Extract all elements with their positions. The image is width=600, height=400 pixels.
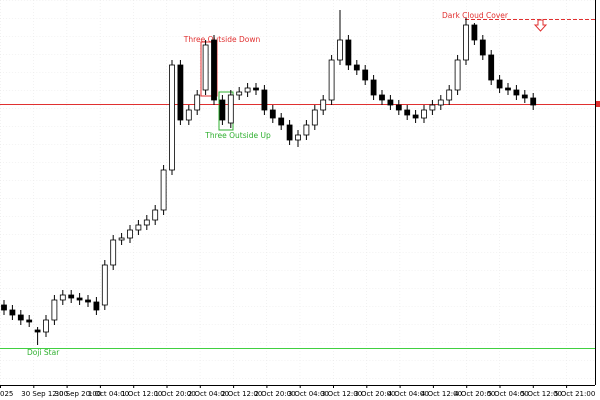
candle-body bbox=[68, 294, 75, 299]
x-tick-label: 5 Oct 04:00 bbox=[488, 390, 529, 398]
x-tick-label: 30 Sep 20:00 bbox=[55, 390, 102, 398]
candle-body bbox=[471, 24, 478, 41]
x-tick-label: 1 Oct 20:00 bbox=[155, 390, 196, 398]
candle-body bbox=[521, 94, 528, 99]
x-tick-label: 2 Oct 04:00 bbox=[188, 390, 229, 398]
candle-body bbox=[244, 87, 251, 93]
candle-body bbox=[387, 99, 394, 106]
candle-body bbox=[26, 319, 33, 323]
candle-body bbox=[437, 99, 444, 106]
arrow-icon bbox=[533, 19, 548, 32]
candle-body bbox=[320, 99, 327, 111]
candle-body bbox=[328, 59, 335, 101]
candle-body bbox=[269, 109, 276, 119]
x-tick-label: 5 Oct 12:00 bbox=[521, 390, 562, 398]
candle-body bbox=[152, 209, 159, 221]
candle-body bbox=[505, 87, 511, 91]
x-tick-label: 3 Oct 04:00 bbox=[288, 390, 329, 398]
candle-body bbox=[211, 39, 217, 101]
candle-body bbox=[59, 294, 66, 301]
x-tick-label: 025 bbox=[0, 390, 13, 398]
price-marker bbox=[596, 101, 600, 107]
candle-body bbox=[135, 224, 142, 231]
candle-body bbox=[143, 219, 150, 226]
candle-body bbox=[110, 239, 117, 266]
annotation: Three Outside Down bbox=[183, 35, 261, 44]
candle-body bbox=[261, 89, 268, 111]
candle-body bbox=[295, 134, 301, 141]
x-tick-label: 4 Oct 20:00 bbox=[454, 390, 495, 398]
candle-body bbox=[286, 124, 293, 141]
annotation: Doji Star bbox=[27, 348, 60, 357]
candle-body bbox=[1, 304, 7, 311]
candle-body bbox=[202, 44, 209, 91]
x-tick-label: 1 Oct 12:00 bbox=[121, 390, 162, 398]
candle-body bbox=[194, 94, 201, 111]
x-tick-label: 1 Oct 04:00 bbox=[88, 390, 129, 398]
candle-body bbox=[185, 109, 192, 121]
candle-body bbox=[463, 24, 469, 61]
x-tick-label: 2 Oct 12:00 bbox=[221, 390, 262, 398]
candle-body bbox=[177, 64, 184, 121]
candle-body bbox=[395, 104, 402, 111]
candle-body bbox=[101, 264, 108, 306]
candle-body bbox=[488, 54, 495, 81]
candle-body bbox=[496, 79, 503, 89]
candle-body bbox=[412, 114, 419, 119]
candle-body bbox=[9, 309, 16, 316]
x-tick-label: 2 Oct 20:00 bbox=[254, 390, 295, 398]
candle-body bbox=[17, 314, 24, 321]
candle-body bbox=[421, 109, 427, 119]
candle-body bbox=[43, 319, 49, 333]
grid-background bbox=[0, 0, 595, 385]
candle-body bbox=[219, 99, 226, 121]
candle-body bbox=[353, 64, 360, 71]
candle-body bbox=[160, 169, 167, 211]
candle-body bbox=[337, 39, 343, 61]
candle-body bbox=[278, 117, 285, 126]
candle-body bbox=[311, 109, 318, 126]
x-tick-label: 4 Oct 12:00 bbox=[421, 390, 462, 398]
x-tick-label: 4 Oct 04:00 bbox=[388, 390, 429, 398]
candle-body bbox=[236, 91, 243, 96]
candle-body bbox=[76, 297, 83, 301]
candle-body bbox=[253, 87, 259, 91]
pattern-box bbox=[200, 41, 218, 97]
candle-body bbox=[303, 124, 310, 136]
candle-body bbox=[345, 39, 352, 66]
x-tick-label: 30 Sep 12:00 bbox=[21, 390, 68, 398]
candle-body bbox=[370, 79, 377, 96]
candle-body bbox=[513, 89, 520, 96]
x-tick-label: 3 Oct 12:00 bbox=[321, 390, 362, 398]
candle-body bbox=[85, 299, 91, 303]
candle-body bbox=[127, 229, 133, 239]
x-tick-label: 3 Oct 20:00 bbox=[354, 390, 395, 398]
candle-body bbox=[362, 69, 369, 81]
x-tick-label: 5 Oct 21:00 bbox=[554, 390, 595, 398]
candle-body bbox=[446, 89, 453, 101]
candle-body bbox=[93, 301, 100, 311]
candle-body bbox=[404, 109, 411, 116]
candle-body bbox=[479, 39, 486, 56]
candle-body bbox=[379, 94, 385, 101]
candle-body bbox=[34, 329, 41, 333]
candle-body bbox=[169, 64, 175, 171]
candle-body bbox=[227, 94, 234, 124]
candle-body bbox=[118, 237, 125, 241]
candle-body bbox=[530, 97, 537, 106]
candle-body bbox=[429, 104, 436, 111]
candle-body bbox=[51, 299, 58, 321]
candle-body bbox=[454, 59, 461, 91]
annotation: Dark Cloud Cover bbox=[442, 11, 509, 20]
annotation: Three Outside Up bbox=[204, 131, 271, 140]
